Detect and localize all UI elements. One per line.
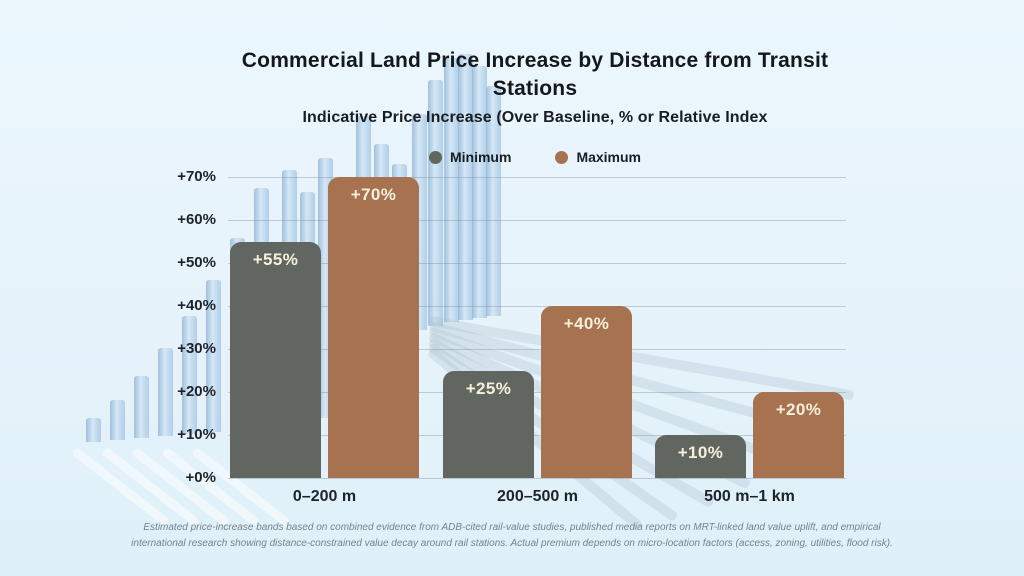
decor-column xyxy=(444,58,459,322)
gridline xyxy=(228,220,846,221)
legend-item-maximum: Maximum xyxy=(555,149,641,165)
y-tick-label: +50% xyxy=(177,254,216,271)
gridline xyxy=(228,349,846,350)
footnote: Estimated price-increase bands based on … xyxy=(0,520,1024,552)
maximum-color-swatch-icon xyxy=(555,150,569,164)
y-tick-label: +10% xyxy=(177,426,216,443)
legend-item-minimum: Minimum xyxy=(428,149,512,166)
chart-title: Commercial Land Price Increase by Distan… xyxy=(241,49,829,100)
bar-value-label: +10% xyxy=(677,443,724,462)
decor-column xyxy=(472,66,487,318)
bar-value-label: +40% xyxy=(563,314,610,333)
x-category-label: 500 m–1 km xyxy=(704,488,795,505)
decor-column xyxy=(206,280,221,432)
gridline xyxy=(228,263,846,264)
y-tick-label: +20% xyxy=(177,383,216,400)
bar-minimum-1: +25% xyxy=(443,370,534,478)
chart-header: Commercial Land Price Increase by Distan… xyxy=(205,0,865,165)
gridline xyxy=(228,435,846,436)
legend: Minimum Maximum xyxy=(205,149,865,165)
y-tick-label: +30% xyxy=(177,340,216,357)
bar-value-label: +25% xyxy=(465,378,512,398)
bar-value-label: +55% xyxy=(252,249,299,269)
bar-minimum-0: +55% xyxy=(230,241,321,478)
y-tick-label: +60% xyxy=(177,211,216,228)
decor-column xyxy=(428,80,443,326)
y-tick-label: +0% xyxy=(185,469,216,486)
legend-label-minimum: Minimum xyxy=(449,149,512,166)
gridline xyxy=(228,306,846,307)
bar-maximum-0: +70% xyxy=(328,177,419,478)
decor-column xyxy=(134,376,149,438)
minimum-color-swatch-icon xyxy=(428,150,442,164)
x-category-label: 200–500 m xyxy=(497,488,578,505)
footnote-line-1: Estimated price-increase bands based on … xyxy=(143,522,881,533)
decor-column xyxy=(110,400,125,440)
gridline xyxy=(228,177,846,178)
y-tick-label: +70% xyxy=(177,168,216,185)
x-category-label: 0–200 m xyxy=(292,488,357,505)
bar-value-label: +70% xyxy=(350,185,397,204)
decor-column xyxy=(486,86,501,316)
legend-label-maximum: Maximum xyxy=(576,149,642,166)
gridline xyxy=(228,478,846,479)
footnote-line-2: international research showing distance-… xyxy=(131,538,893,549)
bar-maximum-2: +20% xyxy=(753,392,844,478)
chart-subtitle: Indicative Price Increase (Over Baseline… xyxy=(302,109,768,127)
decor-column xyxy=(86,418,101,442)
decor-column xyxy=(458,54,473,320)
bar-minimum-2: +10% xyxy=(655,435,746,478)
bar-maximum-1: +40% xyxy=(541,306,632,478)
decor-column xyxy=(158,348,173,436)
y-tick-label: +40% xyxy=(177,297,216,314)
bar-value-label: +20% xyxy=(775,400,822,419)
gridline xyxy=(228,392,846,393)
decor-column xyxy=(182,316,197,434)
